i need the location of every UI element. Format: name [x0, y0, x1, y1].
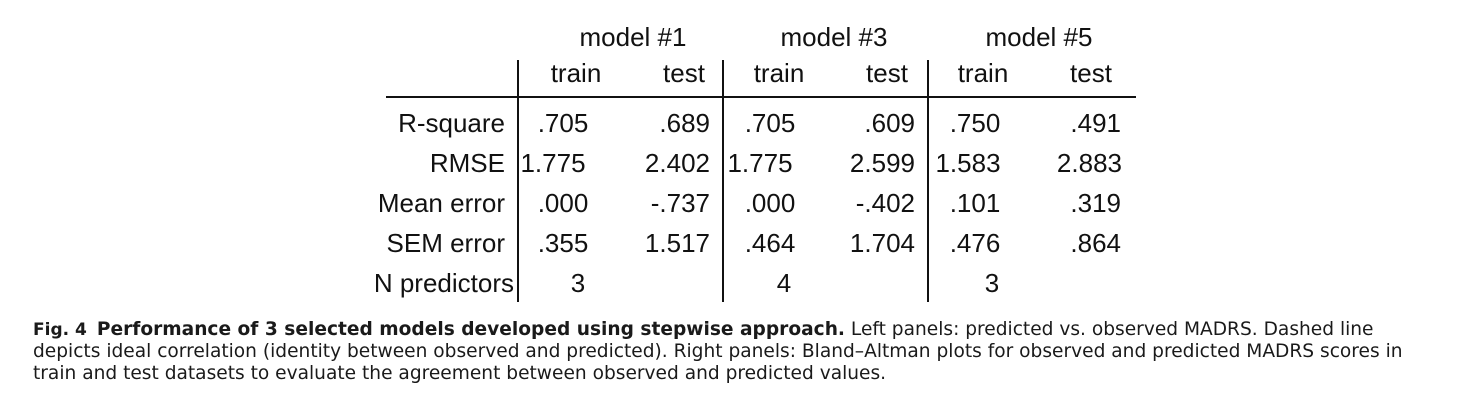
- table-cell: 1.775: [520, 148, 586, 178]
- row-label: SEM error: [386, 228, 505, 258]
- table-cell: 1.704: [849, 228, 915, 258]
- table-header-rule: [386, 96, 1136, 98]
- row-label: RMSE: [429, 148, 505, 178]
- table-cell: .491: [1070, 108, 1121, 138]
- figure-label: Fig. 4: [33, 320, 87, 340]
- row-label: Mean error: [377, 188, 505, 218]
- table-cell: .705: [744, 108, 796, 138]
- table-divider: [722, 60, 724, 302]
- table-cell: 3: [570, 268, 586, 298]
- table-cell: .101: [949, 188, 1001, 218]
- table-cell: .705: [537, 108, 589, 138]
- model-header: model #1: [579, 22, 687, 52]
- table-cell: .864: [1070, 228, 1121, 258]
- model-header: model #3: [780, 22, 888, 52]
- row-label: N predictors: [373, 268, 514, 298]
- table-cell: 2.402: [644, 148, 710, 178]
- caption-title: Performance of 3 selected models develop…: [96, 319, 845, 340]
- model-header: model #5: [985, 22, 1093, 52]
- column-header: train: [550, 58, 602, 88]
- table-divider: [517, 60, 519, 302]
- table-cell: .476: [949, 228, 1001, 258]
- table-cell: 2.599: [849, 148, 915, 178]
- column-header: test: [1070, 58, 1112, 88]
- table-cell: .464: [744, 228, 796, 258]
- table-divider: [927, 60, 929, 302]
- table-cell: -.737: [650, 188, 710, 218]
- table-cell: 4: [776, 268, 792, 298]
- table-cell: .319: [1070, 188, 1121, 218]
- table-cell: .689: [659, 108, 710, 138]
- table-cell: 1.583: [935, 148, 1001, 178]
- column-header: train: [753, 58, 805, 88]
- table-cell: 1.517: [644, 228, 710, 258]
- results-table: model #1 model #3 model #5 train test tr…: [373, 22, 1136, 302]
- column-header: train: [957, 58, 1009, 88]
- table-cell: 3: [984, 268, 1000, 298]
- table-cell: -.402: [855, 188, 915, 218]
- figure-caption: Fig. 4 Performance of 3 selected models d…: [33, 319, 1441, 385]
- row-label: R-square: [398, 108, 505, 138]
- table-cell: .000: [537, 188, 589, 218]
- table-cell: 2.883: [1056, 148, 1122, 178]
- column-header: test: [663, 58, 705, 88]
- table-cell: .000: [744, 188, 796, 218]
- table-cell: 1.775: [727, 148, 793, 178]
- caption-text: Left panels: predicted vs. observed MADR…: [33, 319, 1403, 384]
- table-cell: .355: [537, 228, 589, 258]
- table-cell: .750: [949, 108, 1001, 138]
- column-header: test: [866, 58, 908, 88]
- table-cell: .609: [864, 108, 915, 138]
